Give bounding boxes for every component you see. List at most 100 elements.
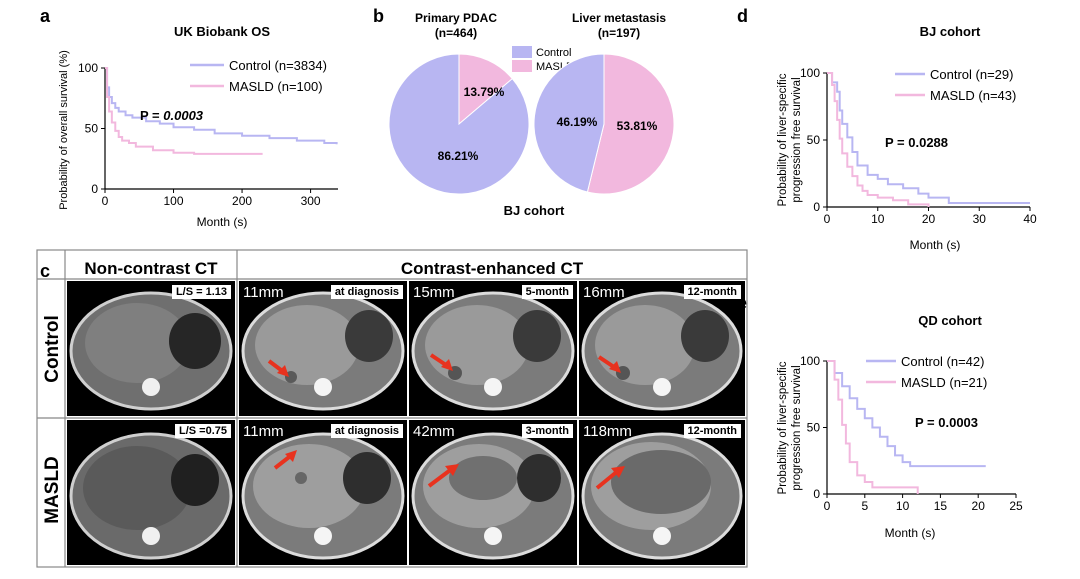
abdomen-scan-icon bbox=[241, 432, 405, 560]
km-curve-control bbox=[105, 67, 338, 145]
pie-label: 46.19% bbox=[557, 115, 598, 129]
pie-label: 53.81% bbox=[617, 119, 658, 133]
x-tick-label: 5 bbox=[861, 499, 868, 513]
ct-control-size-1: 11mm bbox=[243, 284, 284, 301]
y-tick-label: 50 bbox=[85, 122, 99, 136]
x-tick-label: 300 bbox=[301, 194, 321, 208]
y-tick-label: 100 bbox=[800, 354, 820, 368]
x-tick-label: 10 bbox=[871, 212, 885, 226]
pie1-subtitle: (n=464) bbox=[435, 26, 477, 40]
x-tick-label: 25 bbox=[1009, 499, 1023, 513]
chart-a-title: UK Biobank OS bbox=[174, 24, 270, 39]
y-tick-label: 0 bbox=[813, 200, 820, 214]
panel-letter-c: c bbox=[40, 261, 50, 281]
km-curve-masld bbox=[105, 67, 263, 155]
km-curve-control bbox=[827, 360, 986, 468]
ct-masld-size-2: 42mm bbox=[413, 423, 455, 440]
ct-control-size-2: 15mm bbox=[413, 284, 455, 301]
pie-label: 86.21% bbox=[438, 149, 479, 163]
chart-e-ylabel-2: progression free survival bbox=[791, 365, 803, 490]
ct-header-non-contrast: Non-contrast CT bbox=[84, 259, 218, 278]
pie-legend-masld-swatch bbox=[512, 60, 532, 72]
x-tick-label: 100 bbox=[164, 194, 184, 208]
km-curve-control bbox=[827, 72, 1030, 204]
pie-caption: BJ cohort bbox=[504, 203, 565, 218]
pie-slice-masld bbox=[586, 53, 675, 195]
abdomen-scan-icon bbox=[581, 291, 743, 411]
chart-a-ylabel: Probability of overall survival (%) bbox=[58, 50, 70, 210]
km-curve-masld bbox=[827, 360, 919, 494]
chart-a-pvalue: P = 0.0003 bbox=[140, 108, 204, 123]
ct-control-noncontrast: L/S = 1.13 bbox=[67, 281, 235, 416]
chart-e: QD cohort Probability of liver-specific … bbox=[777, 313, 1023, 540]
chart-d-xlabel: Month (s) bbox=[910, 238, 961, 252]
pie-legend-control: Control bbox=[536, 47, 571, 59]
chart-d-ylabel-1: Probability of liver-specific bbox=[777, 73, 789, 206]
x-tick-label: 20 bbox=[922, 212, 936, 226]
x-tick-label: 0 bbox=[102, 194, 109, 208]
ct-row-control: Control bbox=[42, 315, 63, 383]
pie1-title: Primary PDAC bbox=[415, 11, 497, 25]
pie-slice-masld bbox=[458, 53, 514, 126]
ct-control-time-2: 5-month bbox=[521, 285, 573, 299]
ct-masld-time-1: at diagnosis bbox=[330, 424, 403, 438]
panel-letter-d: d bbox=[737, 6, 748, 26]
ct-control-size-3: 16mm bbox=[583, 284, 625, 301]
pie-liver-metastasis: 46.19% 53.81% bbox=[533, 53, 675, 195]
chart-e-pvalue: P = 0.0003 bbox=[915, 415, 978, 430]
ct-masld-scan-1: 11mm at diagnosis bbox=[239, 420, 407, 565]
chart-e-legend-control: Control (n=42) bbox=[901, 354, 984, 369]
ct-control-scan-1: 11mm at diagnosis bbox=[239, 281, 407, 416]
y-tick-label: 100 bbox=[78, 61, 98, 75]
ct-control-ls: L/S = 1.13 bbox=[171, 285, 231, 299]
ct-panel-frame bbox=[36, 249, 748, 568]
y-tick-label: 100 bbox=[800, 66, 820, 80]
pie2-title: Liver metastasis bbox=[572, 11, 666, 25]
x-tick-label: 15 bbox=[934, 499, 948, 513]
ct-control-scan-3: 16mm 12-month bbox=[579, 281, 745, 416]
ct-control-time-1: at diagnosis bbox=[330, 285, 403, 299]
ct-control-time-3: 12-month bbox=[683, 285, 741, 299]
x-tick-label: 0 bbox=[824, 212, 831, 226]
panel-letter-b: b bbox=[373, 6, 384, 26]
chart-d-legend-masld: MASLD (n=43) bbox=[930, 88, 1016, 103]
chart-e-ylabel-1: Probability of liver-specific bbox=[777, 361, 789, 494]
abdomen-scan-icon bbox=[69, 291, 233, 411]
ct-header-contrast: Contrast-enhanced CT bbox=[401, 259, 584, 278]
chart-d-pvalue: P = 0.0288 bbox=[885, 135, 948, 150]
chart-d-title: BJ cohort bbox=[920, 24, 981, 39]
pie-slice-control bbox=[388, 53, 530, 195]
abdomen-scan-icon bbox=[581, 432, 743, 560]
ct-masld-time-2: 3-month bbox=[521, 424, 573, 438]
chart-e-legend-masld: MASLD (n=21) bbox=[901, 375, 987, 390]
abdomen-scan-icon bbox=[411, 432, 575, 560]
chart-d-ylabel-2: progression free survival bbox=[791, 77, 803, 202]
chart-e-xlabel: Month (s) bbox=[885, 526, 936, 540]
x-tick-label: 20 bbox=[972, 499, 986, 513]
y-tick-label: 0 bbox=[91, 182, 98, 196]
ct-masld-size-3: 118mm bbox=[583, 423, 632, 440]
chart-d: BJ cohort Probability of liver-specific … bbox=[777, 24, 1037, 252]
chart-a: UK Biobank OS Probability of overall sur… bbox=[58, 24, 338, 229]
chart-d-plot: 0 10 20 30 40 0 50 100 bbox=[800, 66, 1037, 226]
pie-slice-control bbox=[533, 53, 605, 193]
chart-a-legend-masld: MASLD (n=100) bbox=[229, 79, 323, 94]
y-tick-label: 50 bbox=[807, 421, 821, 435]
ct-masld-size-1: 11mm bbox=[243, 423, 284, 440]
abdomen-scan-icon bbox=[241, 291, 405, 411]
ct-control-scan-2: 15mm 5-month bbox=[409, 281, 577, 416]
ct-masld-noncontrast: L/S =0.75 bbox=[67, 420, 235, 565]
pie2-subtitle: (n=197) bbox=[598, 26, 640, 40]
ct-masld-scan-3: 118mm 12-month bbox=[579, 420, 745, 565]
km-curve-masld bbox=[827, 72, 930, 207]
ct-masld-time-3: 12-month bbox=[683, 424, 741, 438]
panel-letter-a: a bbox=[40, 6, 51, 26]
chart-a-xlabel: Month (s) bbox=[197, 215, 248, 229]
pie-legend-control-swatch bbox=[512, 46, 532, 58]
ct-masld-scan-2: 42mm 3-month bbox=[409, 420, 577, 565]
x-tick-label: 0 bbox=[824, 499, 831, 513]
ct-masld-ls: L/S =0.75 bbox=[174, 424, 231, 438]
abdomen-scan-icon bbox=[411, 291, 575, 411]
x-tick-label: 200 bbox=[232, 194, 252, 208]
